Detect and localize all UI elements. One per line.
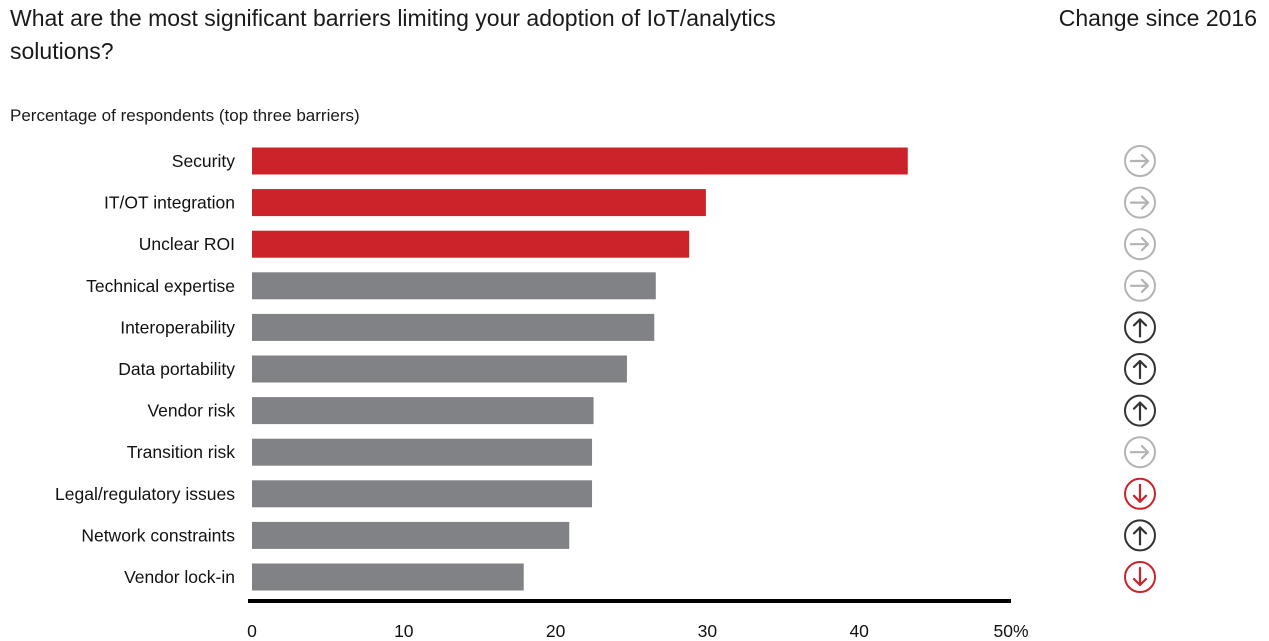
bar: [252, 397, 594, 425]
x-tick-label: 20: [546, 621, 566, 641]
bar: [252, 230, 690, 258]
arrow-up-circle-icon: [1124, 394, 1156, 427]
x-tick-label: 30: [698, 621, 718, 641]
chart-title: What are the most significant barriers l…: [10, 5, 776, 64]
arrow-up-circle-icon: [1124, 519, 1156, 552]
category-label: Vendor risk: [147, 401, 235, 421]
bar: [252, 313, 655, 341]
category-label: IT/OT integration: [104, 193, 235, 213]
arrow-up-circle-icon: [1124, 311, 1156, 344]
x-tick-label: 50%: [993, 621, 1028, 641]
arrow-up-circle-icon: [1124, 353, 1156, 385]
bar: [252, 147, 908, 175]
x-tick-label: 10: [394, 621, 414, 641]
arrow-down-circle-icon: [1124, 561, 1156, 593]
category-label: Transition risk: [127, 442, 236, 462]
arrow-right-circle-icon: [1124, 145, 1156, 177]
arrow-right-circle-icon: [1124, 228, 1156, 261]
bar: [252, 272, 656, 300]
bar: [252, 355, 627, 383]
category-label: Technical expertise: [86, 276, 235, 296]
bar: [252, 521, 570, 549]
change-title: Change since 2016: [1058, 5, 1257, 31]
chart-subtitle: Percentage of respondents (top three bar…: [10, 106, 360, 125]
arrow-right-circle-icon: [1124, 269, 1156, 302]
bar: [252, 480, 593, 508]
x-tick-label: 0: [247, 621, 257, 641]
category-label: Network constraints: [81, 525, 235, 545]
x-tick-label: 40: [849, 621, 869, 641]
bar: [252, 438, 593, 466]
arrow-down-circle-icon: [1124, 477, 1156, 510]
category-label: Legal/regulatory issues: [55, 484, 235, 504]
category-label: Vendor lock-in: [124, 567, 235, 587]
arrow-right-circle-icon: [1124, 186, 1156, 219]
bar: [252, 563, 524, 591]
bar: [252, 189, 706, 217]
arrow-right-circle-icon: [1124, 436, 1156, 469]
category-label: Data portability: [118, 359, 235, 379]
category-label: Interoperability: [120, 317, 235, 337]
category-label: Unclear ROI: [139, 234, 235, 254]
category-label: Security: [172, 151, 235, 171]
